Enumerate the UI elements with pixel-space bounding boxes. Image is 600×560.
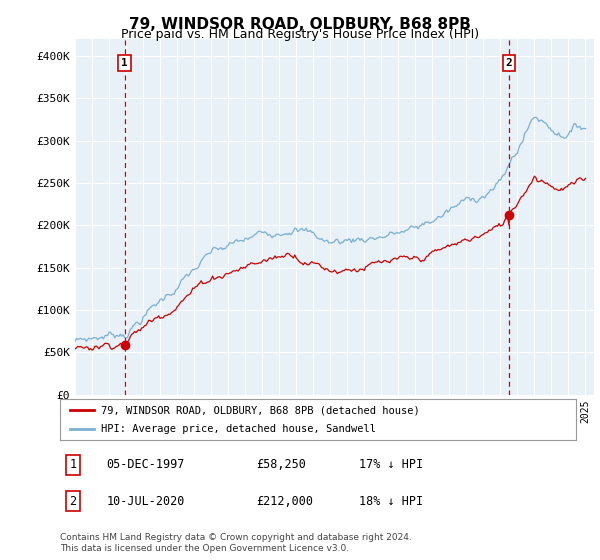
Text: Contains HM Land Registry data © Crown copyright and database right 2024.
This d: Contains HM Land Registry data © Crown c… [60,533,412,553]
Text: 1: 1 [70,458,76,472]
Text: £58,250: £58,250 [256,458,306,472]
Text: HPI: Average price, detached house, Sandwell: HPI: Average price, detached house, Sand… [101,424,376,433]
Text: £212,000: £212,000 [256,494,313,508]
Text: 1: 1 [121,58,128,68]
Text: Price paid vs. HM Land Registry's House Price Index (HPI): Price paid vs. HM Land Registry's House … [121,28,479,41]
Text: 79, WINDSOR ROAD, OLDBURY, B68 8PB: 79, WINDSOR ROAD, OLDBURY, B68 8PB [129,17,471,32]
Text: 05-DEC-1997: 05-DEC-1997 [106,458,185,472]
Text: 10-JUL-2020: 10-JUL-2020 [106,494,185,508]
Text: 79, WINDSOR ROAD, OLDBURY, B68 8PB (detached house): 79, WINDSOR ROAD, OLDBURY, B68 8PB (deta… [101,405,420,415]
Text: 2: 2 [70,494,76,508]
Text: 2: 2 [506,58,512,68]
Text: 17% ↓ HPI: 17% ↓ HPI [359,458,424,472]
Text: 18% ↓ HPI: 18% ↓ HPI [359,494,424,508]
